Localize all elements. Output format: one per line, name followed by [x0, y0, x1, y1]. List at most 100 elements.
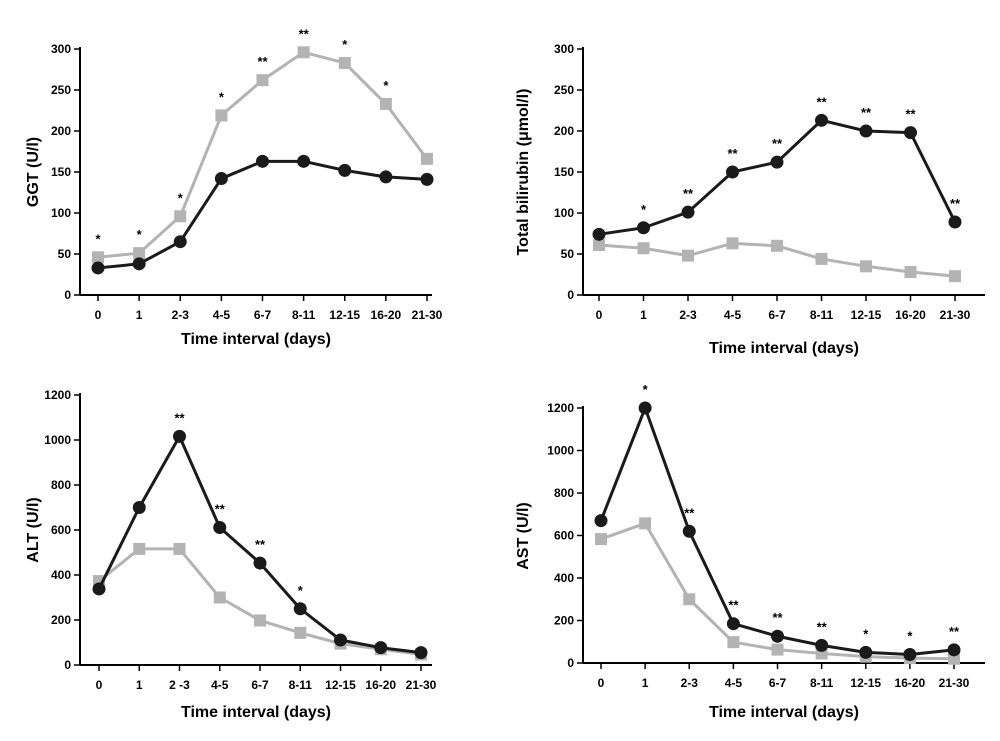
- y-axis-title: ALT (U/l): [25, 497, 42, 562]
- y-tick-label: 100: [51, 206, 71, 220]
- black-series-point: [132, 257, 146, 271]
- x-tick-label: 12-15: [329, 308, 360, 322]
- x-tick-label: 21-30: [412, 308, 443, 322]
- x-tick-label: 8-11: [289, 678, 313, 692]
- bilirubin-chart: 0 50 100 150 200 250 300 0 1 2-3 4-5 6-7 8-11 12-15 16…: [515, 42, 985, 357]
- black-series-point: [374, 641, 388, 655]
- x-tick-label: 6-7: [251, 678, 269, 692]
- gray-series-point: [173, 542, 186, 555]
- y-tick-label: 1000: [44, 433, 71, 447]
- x-tick-label: 2-3: [681, 676, 699, 690]
- x-axis-title: Time interval (days): [181, 331, 331, 348]
- x-tick-label: 8-11: [810, 676, 834, 690]
- x-tick-label: 6-7: [769, 676, 787, 690]
- significance-marker: *: [219, 89, 225, 104]
- significance-marker: *: [342, 37, 348, 52]
- black-series-point: [815, 113, 828, 127]
- gray-series-point: [421, 152, 433, 165]
- black-series-point: [213, 521, 227, 535]
- y-tick-label: 0: [567, 656, 574, 670]
- significance-marker: **: [683, 186, 694, 201]
- black-series-point: [92, 582, 106, 596]
- y-axis-title: AST (U/l): [515, 502, 532, 570]
- x-tick-label: 0: [95, 308, 102, 322]
- gray-series-point: [297, 46, 310, 59]
- black-series-point: [253, 556, 267, 570]
- gray-series-point: [948, 652, 960, 665]
- x-tick-label: 1: [136, 308, 143, 322]
- alt-chart: 0 200 400 600 800 1000 1200 0 1 2 -3 4-5 6-7 8-11 12-…: [25, 388, 437, 721]
- y-axis-title: Total bilirubin (μmol/l): [515, 89, 532, 256]
- significance-marker: **: [861, 105, 872, 120]
- gray-series-point: [639, 517, 652, 530]
- significance-marker: **: [772, 610, 783, 625]
- x-tick-label: 2-3: [679, 308, 697, 322]
- significance-marker: *: [298, 583, 304, 598]
- x-tick-label: 4-5: [725, 676, 743, 690]
- gray-series-point: [213, 591, 226, 604]
- x-tick-label: 16-20: [371, 308, 402, 322]
- significance-marker: **: [255, 537, 266, 552]
- significance-marker: **: [905, 107, 916, 122]
- gray-series-point: [637, 242, 650, 255]
- significance-marker: *: [863, 626, 869, 641]
- black-series-point: [904, 126, 917, 140]
- ast-chart: 0 200 400 600 800 1000 1200 0 1 2-3 4-5 6-7 8-11 12-1…: [515, 382, 985, 721]
- significance-marker: **: [257, 54, 268, 69]
- gray-series-point: [727, 636, 740, 649]
- y-tick-label: 1000: [547, 444, 574, 458]
- y-tick-label: 250: [554, 83, 574, 97]
- black-series-point: [681, 205, 695, 219]
- black-series-point: [770, 155, 784, 169]
- x-tick-label: 4-5: [211, 678, 229, 692]
- y-tick-label: 0: [64, 288, 71, 302]
- y-tick-label: 200: [554, 124, 574, 138]
- y-axis-title: GGT (U/l): [25, 137, 42, 207]
- black-series-line: [97, 159, 428, 270]
- x-tick-label: 0: [96, 678, 103, 692]
- x-tick-label: 6-7: [254, 308, 272, 322]
- significance-marker: *: [95, 231, 101, 246]
- black-series-point: [334, 633, 347, 647]
- x-tick-label: 21-30: [406, 678, 437, 692]
- black-series-point: [592, 227, 606, 241]
- gray-series-point: [593, 238, 605, 251]
- black-series-point: [947, 643, 961, 657]
- black-series-point: [682, 524, 696, 538]
- significance-marker: **: [684, 505, 695, 520]
- x-tick-label: 1: [136, 678, 143, 692]
- y-tick-label: 300: [554, 42, 574, 56]
- black-series-point: [948, 215, 962, 229]
- black-series-point: [173, 235, 187, 249]
- x-axis-title: Time interval (days): [709, 340, 859, 357]
- black-series-point: [414, 646, 428, 660]
- y-tick-label: 400: [51, 568, 71, 582]
- x-tick-label: 6-7: [768, 308, 786, 322]
- y-tick-label: 400: [554, 571, 574, 585]
- black-series-point: [293, 602, 307, 616]
- gray-series-point: [904, 266, 917, 279]
- gray-series-point: [215, 109, 228, 122]
- x-tick-label: 1: [642, 676, 649, 690]
- black-series-point: [594, 514, 608, 528]
- y-tick-label: 200: [554, 614, 574, 628]
- gray-series-point: [949, 270, 961, 283]
- x-axis-title: Time interval (days): [709, 704, 859, 721]
- x-tick-label: 21-30: [940, 308, 971, 322]
- x-tick-label: 21-30: [939, 676, 970, 690]
- y-tick-label: 600: [51, 523, 71, 537]
- black-series-point: [297, 154, 311, 168]
- gray-series-point: [595, 533, 607, 546]
- significance-marker: **: [299, 26, 310, 41]
- y-tick-label: 800: [554, 486, 574, 500]
- black-series-point: [91, 261, 105, 275]
- significance-marker: **: [817, 619, 828, 634]
- x-tick-label: 12-15: [325, 678, 356, 692]
- ggt-chart: 0 50 100 150 200 250 300 0 1 2-3 4-5 6-7 8-11 12-15 16…: [25, 26, 443, 348]
- significance-marker: *: [907, 629, 913, 644]
- x-tick-label: 16-20: [895, 676, 926, 690]
- black-series-point: [338, 163, 352, 177]
- significance-marker: **: [727, 146, 738, 161]
- gray-series-point: [294, 626, 307, 639]
- y-tick-label: 200: [51, 124, 71, 138]
